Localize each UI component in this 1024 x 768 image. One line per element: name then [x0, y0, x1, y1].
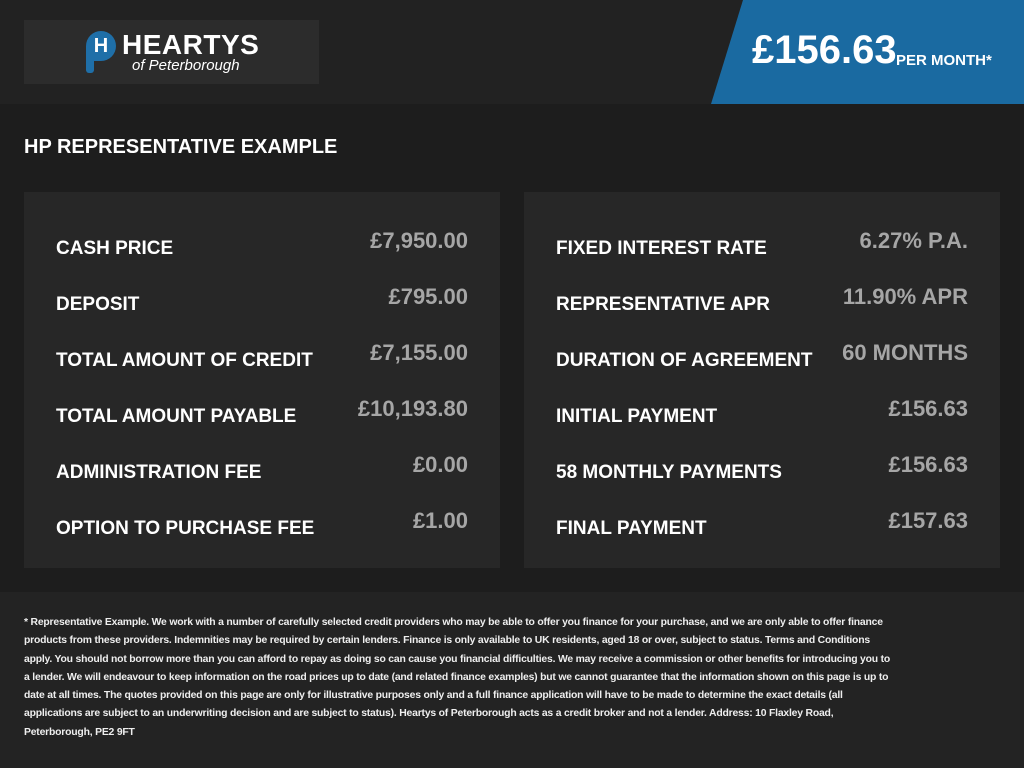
row-label: INITIAL PAYMENT: [556, 406, 718, 427]
logo[interactable]: H HEARTYS of Peterborough: [24, 20, 319, 84]
per-month-label: PER MONTH*: [896, 52, 992, 69]
finance-row: INITIAL PAYMENT £156.63: [556, 396, 968, 427]
row-value: £1.00: [412, 508, 468, 533]
row-value: £157.63: [888, 508, 968, 533]
finance-row: DURATION OF AGREEMENT 60 MONTHS: [556, 340, 968, 371]
finance-row: FIXED INTEREST RATE 6.27% P.A.: [556, 228, 968, 259]
finance-row: ADMINISTRATION FEE £0.00: [56, 452, 468, 483]
row-label: DURATION OF AGREEMENT: [556, 350, 813, 371]
monthly-price-banner: £156.63 PER MONTH*: [711, 0, 1024, 104]
row-value: £156.63: [888, 396, 968, 421]
row-value: £7,950.00: [370, 228, 468, 253]
row-label: ADMINISTRATION FEE: [56, 462, 262, 483]
row-label: FINAL PAYMENT: [556, 518, 707, 539]
section-title: HP REPRESENTATIVE EXAMPLE: [24, 136, 338, 158]
finance-row: 58 MONTHLY PAYMENTS £156.63: [556, 452, 968, 483]
row-value: £156.63: [888, 452, 968, 477]
row-label: OPTION TO PURCHASE FEE: [56, 518, 315, 539]
row-value: £7,155.00: [370, 340, 468, 365]
logo-p-icon: H: [86, 31, 116, 73]
monthly-price: £156.63: [752, 28, 897, 72]
row-value: 60 MONTHS: [842, 340, 968, 365]
row-label: FIXED INTEREST RATE: [556, 238, 767, 259]
row-label: TOTAL AMOUNT PAYABLE: [56, 406, 297, 427]
footer: * Representative Example. We work with a…: [0, 592, 1024, 768]
row-label: CASH PRICE: [56, 238, 174, 259]
row-label: DEPOSIT: [56, 294, 140, 315]
left-finance-panel: CASH PRICE £7,950.00 DEPOSIT £795.00 TOTAL…: [24, 192, 500, 568]
row-value: 11.90% APR: [842, 284, 968, 309]
finance-row: TOTAL AMOUNT PAYABLE £10,193.80: [56, 396, 468, 427]
finance-row: DEPOSIT £795.00: [56, 284, 468, 315]
finance-row: OPTION TO PURCHASE FEE £1.00: [56, 508, 468, 539]
finance-row: REPRESENTATIVE APR 11.90% APR: [556, 284, 968, 315]
finance-row: FINAL PAYMENT £157.63: [556, 508, 968, 539]
finance-row: CASH PRICE £7,950.00: [56, 228, 468, 259]
row-value: £795.00: [388, 284, 468, 309]
row-label: REPRESENTATIVE APR: [556, 294, 770, 315]
right-finance-panel: FIXED INTEREST RATE 6.27% P.A. REPRESENTA…: [524, 192, 1000, 568]
logo-subtitle: of Peterborough: [132, 57, 240, 74]
row-value: 6.27% P.A.: [859, 228, 968, 253]
finance-row: TOTAL AMOUNT OF CREDIT £7,155.00: [56, 340, 468, 371]
row-label: 58 MONTHLY PAYMENTS: [556, 462, 782, 483]
row-value: £10,193.80: [357, 396, 468, 421]
header: H HEARTYS of Peterborough £156.63 PER MO…: [0, 0, 1024, 104]
row-label: TOTAL AMOUNT OF CREDIT: [56, 350, 313, 371]
logo-name: HEARTYS: [122, 29, 260, 60]
row-value: £0.00: [412, 452, 468, 477]
disclaimer-text: * Representative Example. We work with a…: [24, 617, 891, 738]
